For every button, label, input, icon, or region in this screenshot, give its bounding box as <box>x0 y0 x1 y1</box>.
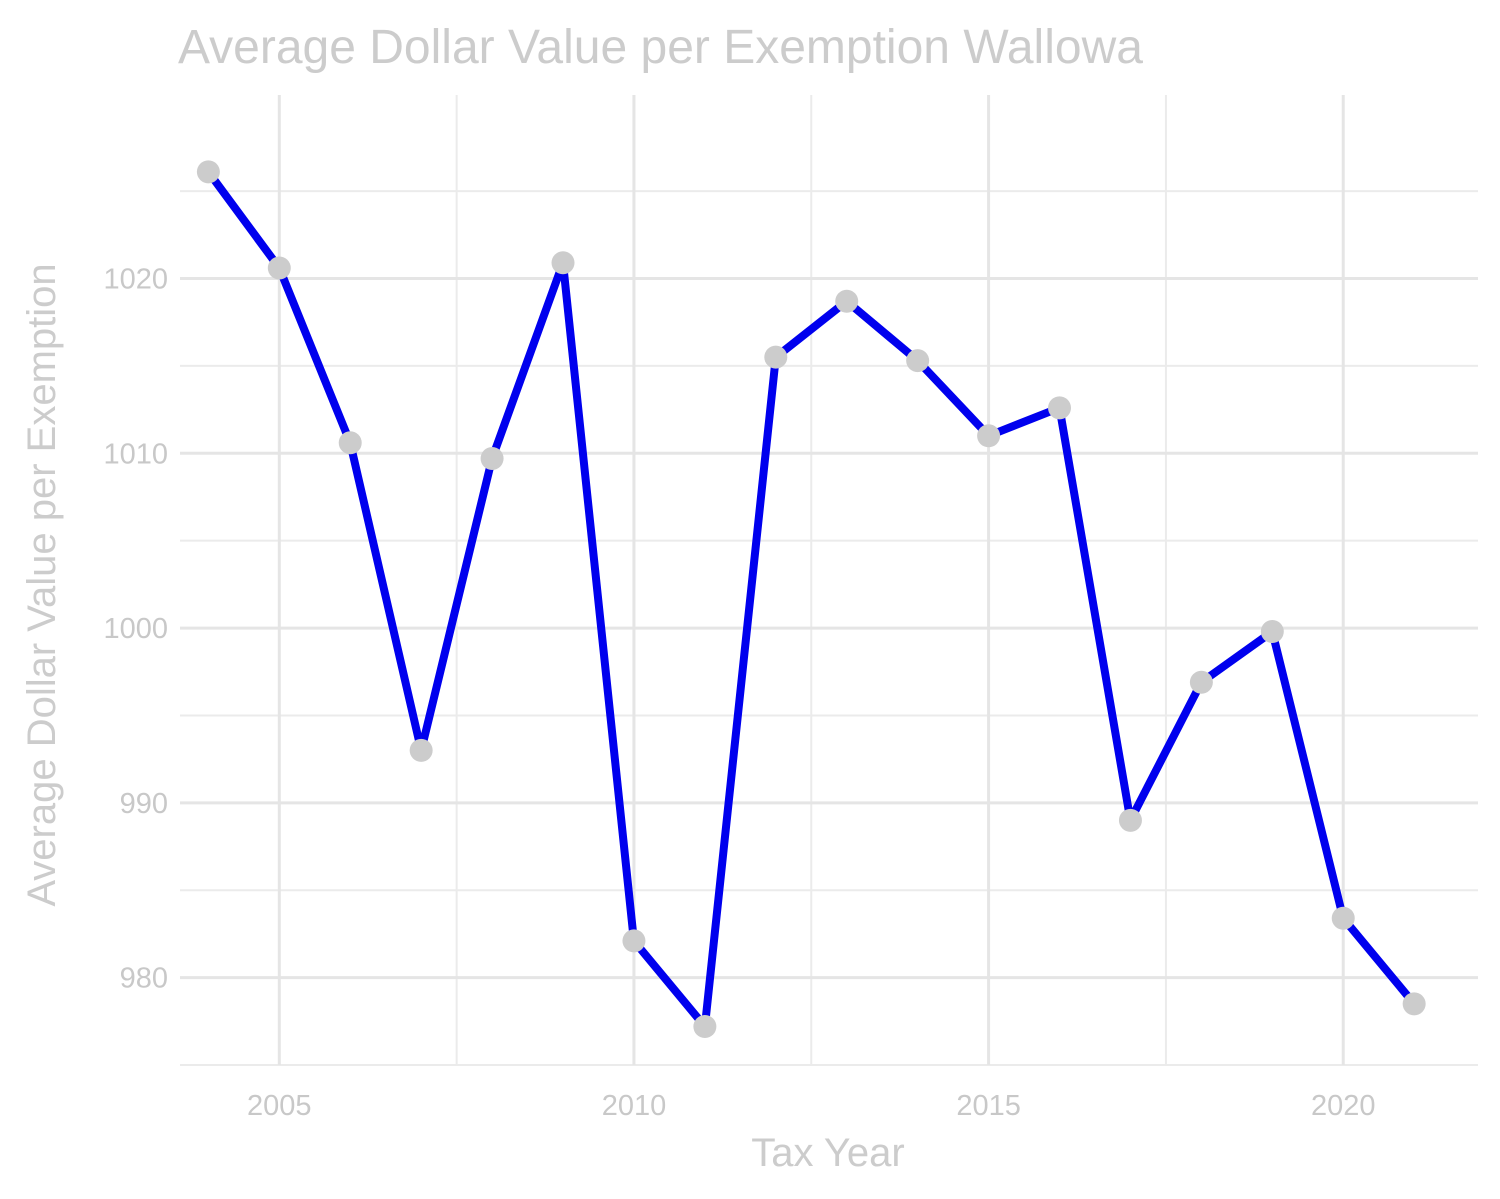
x-tick-label: 2010 <box>602 1090 667 1122</box>
data-point <box>693 1015 717 1039</box>
data-point <box>1048 396 1072 420</box>
y-tick-label: 1020 <box>103 264 168 296</box>
tick-labels: 2005 2010 2015 2020 980 990 1000 1010 1020 <box>103 264 1375 1122</box>
data-point <box>338 431 362 455</box>
data-point <box>1402 992 1426 1016</box>
y-tick-label: 1010 <box>103 438 168 470</box>
data-point <box>764 345 788 369</box>
data-point <box>622 929 646 953</box>
data-point <box>1189 670 1213 694</box>
data-point <box>480 447 504 471</box>
data-point <box>196 160 220 184</box>
data-point <box>977 424 1001 448</box>
data-point <box>1118 808 1142 832</box>
data-point <box>409 738 433 762</box>
y-tick-label: 980 <box>120 963 168 995</box>
y-tick-label: 1000 <box>103 613 168 645</box>
data-point <box>1331 906 1355 930</box>
data-point <box>267 256 291 280</box>
x-tick-label: 2015 <box>956 1090 1021 1122</box>
y-axis-label: Average Dollar Value per Exemption <box>20 263 64 906</box>
data-point <box>835 289 859 313</box>
data-point <box>551 251 575 275</box>
x-tick-label: 2005 <box>247 1090 312 1122</box>
data-point <box>1260 620 1284 644</box>
grid <box>180 95 1478 1066</box>
y-tick-label: 990 <box>120 788 168 820</box>
series <box>196 160 1426 1039</box>
x-axis-label: Tax Year <box>751 1131 904 1175</box>
x-tick-label: 2020 <box>1311 1090 1376 1122</box>
data-point <box>906 349 930 373</box>
series-line <box>205 169 1418 1031</box>
chart-title: Average Dollar Value per Exemption Wallo… <box>178 21 1143 74</box>
